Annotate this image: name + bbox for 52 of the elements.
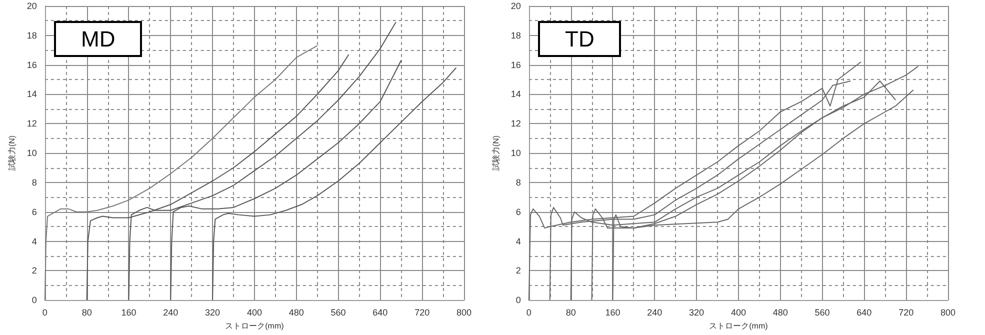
x-tick-label: 240: [163, 308, 178, 318]
line-series: [44, 45, 318, 301]
x-tick-label: 160: [121, 308, 136, 318]
x-tick-label: 0: [526, 308, 532, 318]
x-tick-label: 400: [730, 308, 746, 318]
x-tick-label: 560: [814, 308, 830, 318]
y-tick-label: 6: [516, 206, 521, 217]
x-tick-label: 320: [689, 308, 704, 318]
y-axis-title: 試験力(N): [492, 135, 500, 171]
y-tick-label: 0: [516, 295, 521, 306]
y-tick-label: 10: [26, 148, 37, 158]
y-axis-title: 試験力(N): [8, 135, 16, 171]
y-tick-label: 6: [32, 206, 37, 217]
x-tick-label: 800: [940, 308, 956, 318]
x-axis-title: ストローク(mm): [225, 322, 284, 330]
y-tick-label: 18: [510, 30, 521, 40]
y-tick-label: 12: [510, 118, 521, 129]
y-tick-label: 20: [26, 1, 37, 11]
line-series: [212, 67, 457, 301]
text: MD: [81, 26, 116, 52]
y-tick-label: 2: [32, 266, 37, 276]
x-tick-label: 320: [205, 308, 220, 318]
x-tick-label: 480: [288, 308, 304, 318]
y-tick-label: 16: [26, 60, 37, 70]
x-tick-label: 640: [856, 308, 872, 318]
y-tick-label: 12: [26, 118, 37, 129]
x-axis-title: ストローク(mm): [709, 322, 768, 330]
x-tick-label: 640: [372, 308, 388, 318]
x-tick-label: 720: [414, 308, 430, 318]
y-tick-label: 8: [32, 177, 37, 188]
y-tick-label: 8: [516, 177, 521, 188]
y-tick-label: 0: [32, 295, 37, 306]
y-tick-label: 16: [510, 60, 521, 70]
x-tick-label: 240: [647, 308, 662, 318]
x-tick-label: 800: [456, 308, 472, 318]
x-tick-label: 480: [772, 308, 788, 318]
y-tick-label: 4: [32, 236, 37, 246]
y-tick-label: 14: [26, 89, 37, 100]
text: TD: [565, 26, 594, 52]
y-tick-label: 20: [510, 1, 521, 11]
y-tick-label: 4: [516, 236, 521, 246]
y-tick-label: 2: [516, 266, 521, 276]
y-tick-label: 14: [510, 89, 521, 100]
x-tick-label: 400: [246, 308, 262, 318]
x-tick-label: 160: [605, 308, 620, 318]
x-tick-label: 0: [42, 308, 48, 318]
x-tick-label: 80: [82, 308, 92, 318]
x-tick-label: 560: [330, 308, 346, 318]
x-tick-label: 720: [898, 308, 914, 318]
y-tick-label: 18: [26, 30, 37, 40]
y-tick-label: 10: [510, 148, 521, 158]
x-tick-label: 80: [566, 308, 576, 318]
